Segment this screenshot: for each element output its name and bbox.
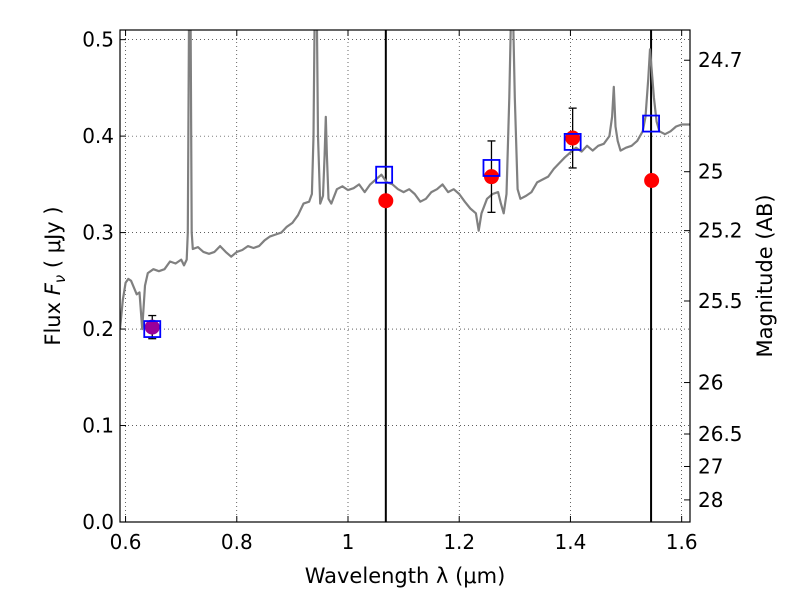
x-tick-label: 0.8	[221, 530, 253, 554]
plot-frame	[119, 29, 691, 523]
observed-point	[378, 193, 394, 209]
ticks: 0.6 0.8 1 1.2 1.4 1.6 0.0 0.1 0.2 0.3 0.4 0.5 24.7 25…	[82, 28, 742, 554]
x-tick-label: 0.6	[110, 530, 142, 554]
model-boxes	[143, 114, 660, 338]
y2-tick-label: 25	[698, 160, 723, 184]
y2-tick-label: 28	[698, 488, 723, 512]
y-axis-label-suffix: ( μJy )	[41, 206, 65, 274]
y2-axis-label: Magnitude (AB)	[753, 194, 777, 357]
x-tick-label: 1.4	[555, 530, 587, 554]
grid	[120, 30, 690, 522]
photometry-points	[144, 130, 660, 335]
model-box	[482, 159, 501, 177]
y2-tick-label: 27	[698, 454, 723, 478]
vertical-lines	[384, 30, 653, 522]
y-axis-label-symbol: F	[41, 282, 65, 295]
y2-tick-label: 25.5	[698, 289, 743, 313]
x-axis-label: Wavelength λ (μm)	[305, 564, 506, 588]
x-tick-label: 1	[342, 530, 355, 554]
y-tick-label: 0.2	[82, 317, 114, 341]
spectrum-series	[120, 30, 690, 331]
y2-tick-label: 25.2	[698, 219, 743, 243]
error-bars	[148, 107, 577, 340]
y-axis-label-prefix: Flux	[41, 295, 65, 345]
y-tick-label: 0.1	[82, 414, 114, 438]
observed-point	[644, 172, 660, 188]
observed-point	[144, 319, 160, 335]
x-tick-label: 1.2	[443, 530, 475, 554]
y-tick-label: 0.4	[82, 124, 114, 148]
observed-point	[565, 130, 581, 146]
y2-tick-label: 26	[698, 371, 723, 395]
y2-tick-label: 26.5	[698, 422, 743, 446]
y-tick-label: 0.0	[82, 510, 114, 534]
x-tick-label: 1.6	[666, 530, 698, 554]
spectrum-line	[120, 30, 690, 331]
model-box	[143, 320, 162, 338]
model-box	[642, 114, 660, 133]
y-tick-label: 0.3	[82, 221, 114, 245]
y-axis-label-subscript: ν	[51, 275, 69, 283]
y-axis-label: Flux Fν ( μJy )	[41, 206, 69, 345]
model-box	[563, 133, 582, 151]
y-tick-label: 0.5	[82, 28, 114, 52]
y2-tick-label: 24.7	[698, 48, 743, 72]
model-box	[375, 165, 394, 184]
